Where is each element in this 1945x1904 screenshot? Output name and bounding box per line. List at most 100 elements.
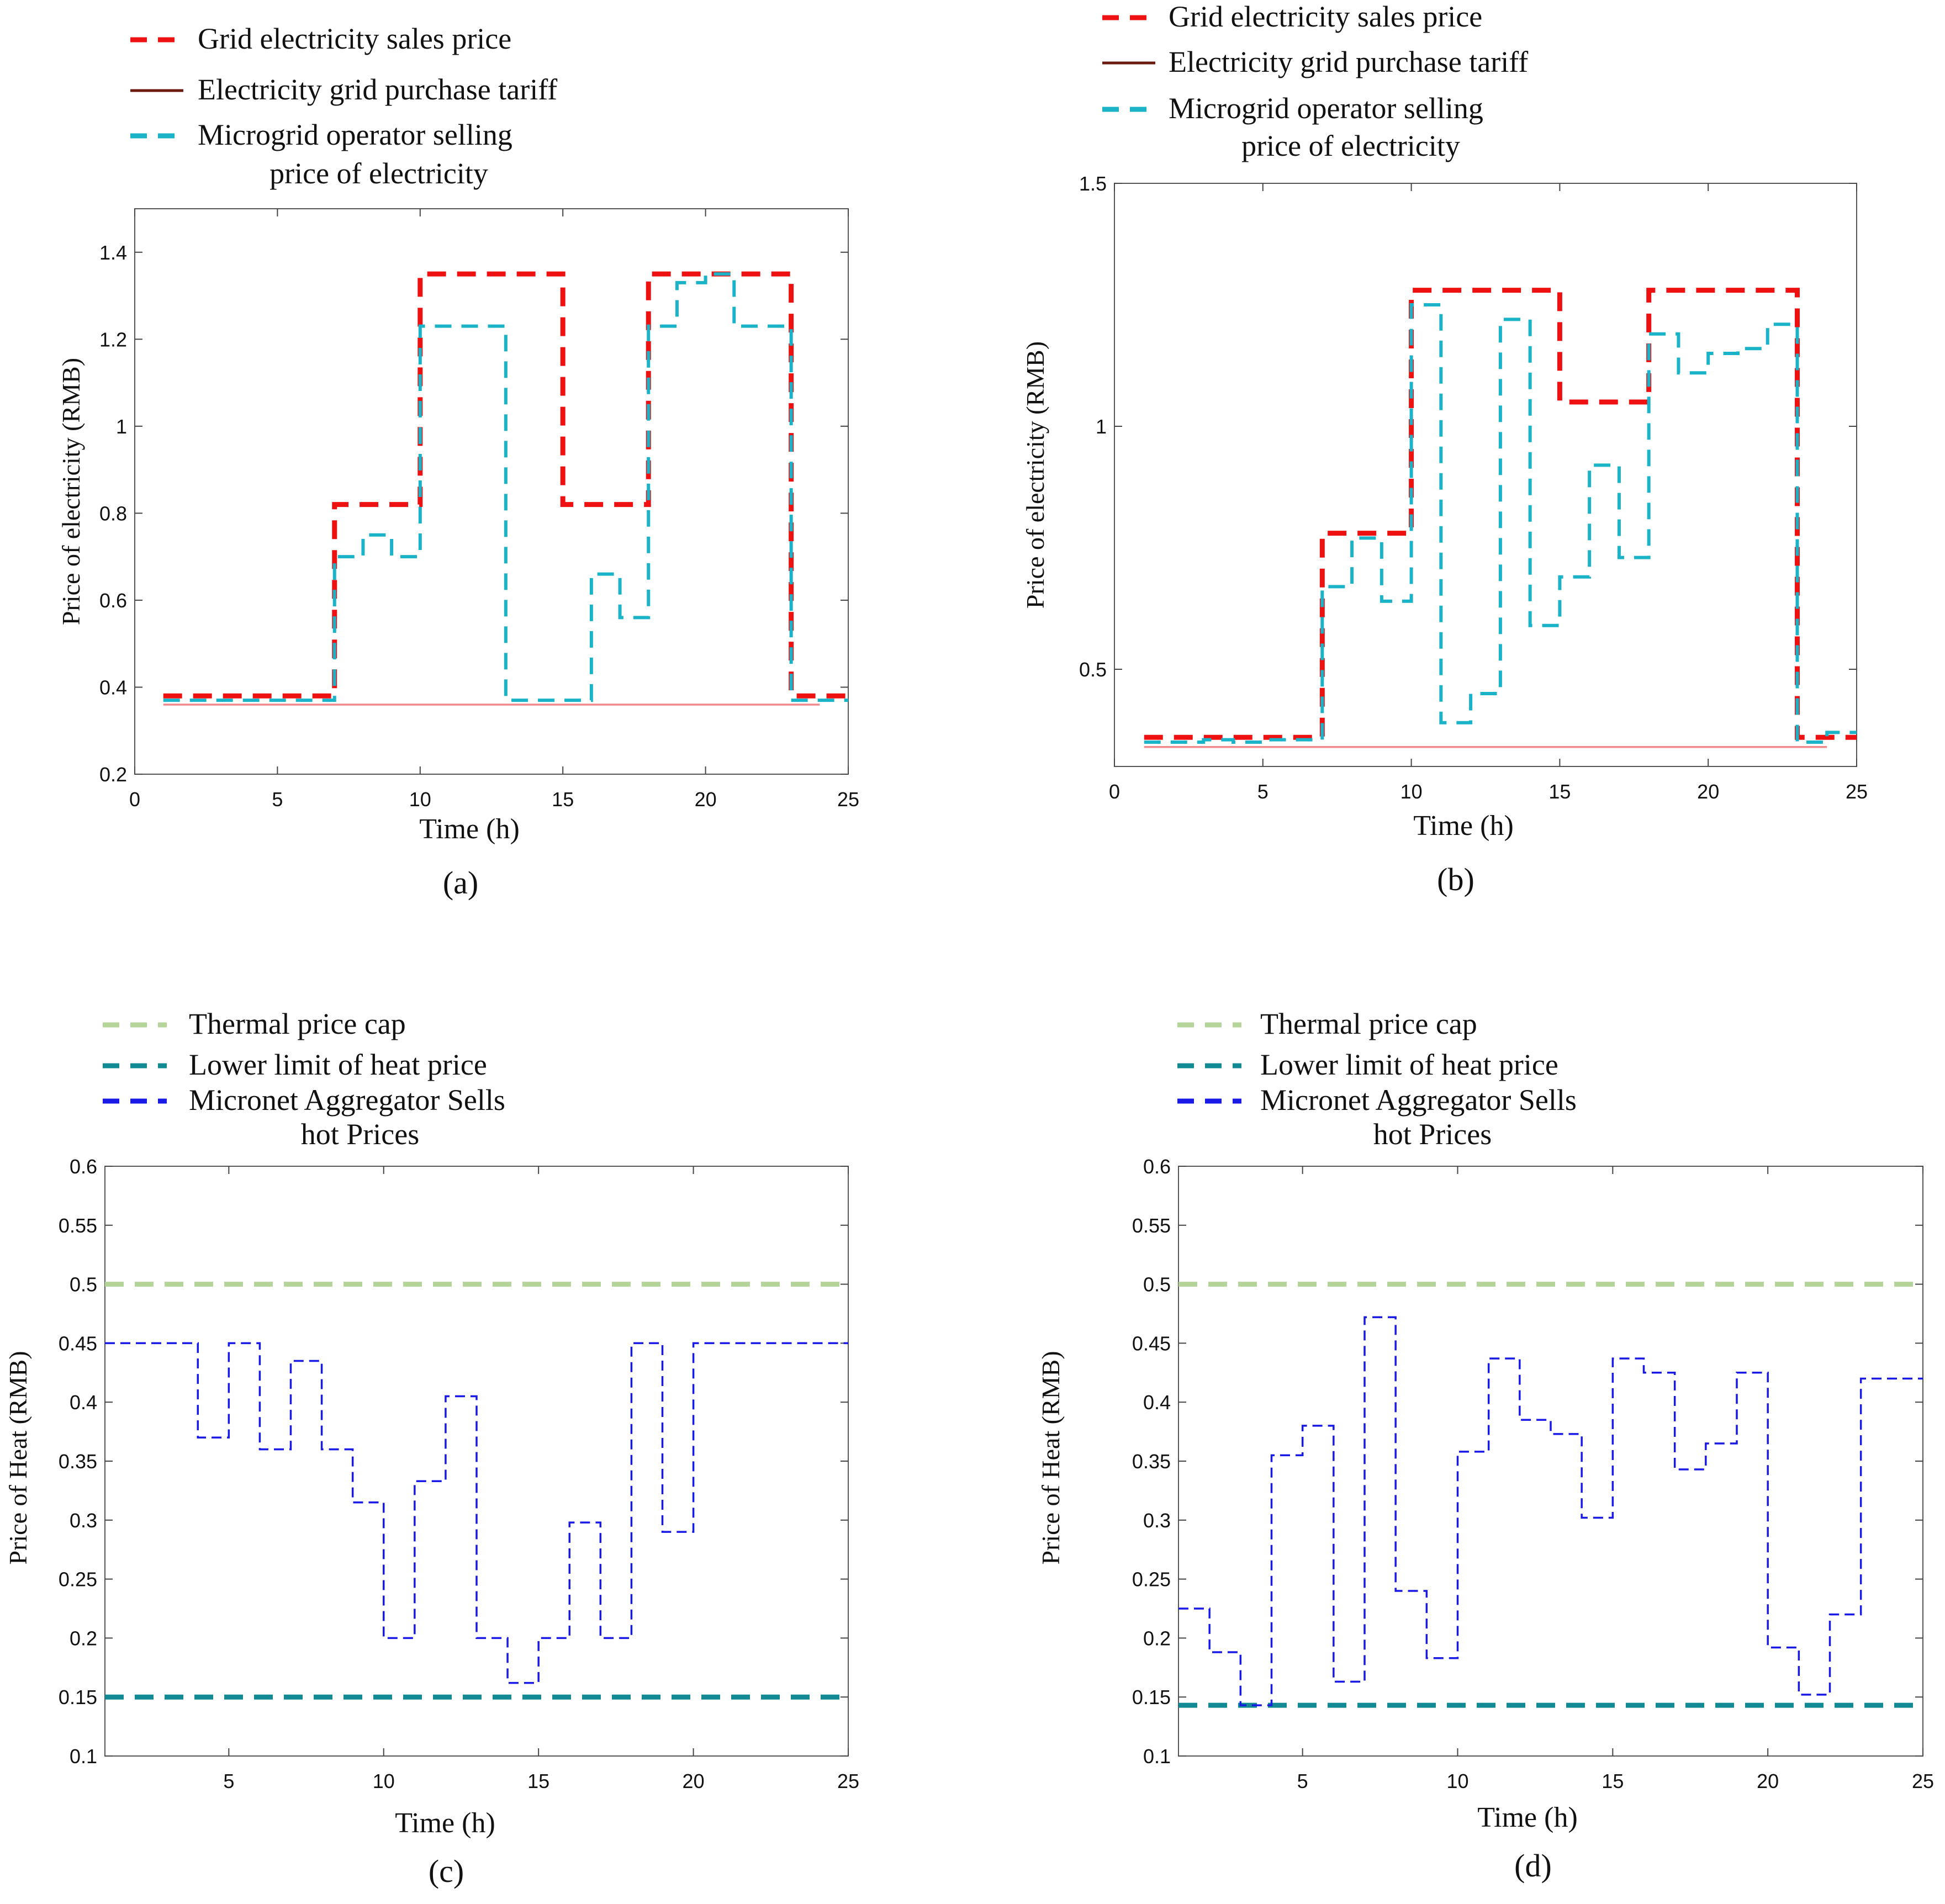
series-group (163, 271, 848, 706)
y-tick-label: 0.2 (99, 763, 127, 786)
y-tick-label: 0.45 (59, 1332, 97, 1355)
chart-panel-3: 5 10 15 20 25 0.1 0.15 0.2 0.25 0.3 0.35 0.4 0.45 0.5… (4, 1007, 859, 1889)
y-tick-label: 0.5 (1079, 658, 1107, 681)
legend-label-1: Grid electricity sales price (198, 22, 511, 55)
x-tick-label: 5 (223, 1770, 234, 1792)
x-tick-label: 0 (129, 788, 140, 811)
y-tick-label: 1.4 (99, 241, 127, 264)
y-tick-label: 0.1 (1143, 1745, 1171, 1768)
y-tick-label: 0.45 (1132, 1332, 1171, 1355)
y-tick-label: 0.2 (70, 1627, 97, 1649)
series-line-1 (163, 271, 848, 699)
x-tick-label: 15 (1602, 1770, 1624, 1792)
legend-label-3: Microgrid operator selling (1169, 92, 1483, 125)
panel-label: (b) (1437, 861, 1474, 897)
y-axis-label: Price of electricity (RMB) (1021, 341, 1049, 609)
y-tick-label: 0.8 (99, 502, 127, 525)
panel-label: (a) (443, 865, 478, 901)
y-tick-label: 0.15 (59, 1686, 97, 1709)
y-tick-label: 0.4 (1143, 1391, 1171, 1414)
y-tick-label: 0.4 (99, 676, 127, 699)
x-tick-label: 15 (552, 788, 574, 811)
x-tick-label: 20 (1757, 1770, 1779, 1792)
series-line-3 (163, 272, 848, 702)
y-tick-label: 0.2 (1143, 1627, 1171, 1649)
legend-label-3: Microgrid operator selling (198, 118, 512, 151)
x-tick-label: 25 (1912, 1770, 1934, 1792)
legend-label-2: Electricity grid purchase tariff (1169, 45, 1528, 78)
legend-label-2: Electricity grid purchase tariff (198, 73, 557, 106)
y-tick-label: 0.3 (1143, 1509, 1171, 1532)
series-line-1 (1144, 288, 1857, 740)
y-axis-label: Price of electricity (RMB) (57, 358, 85, 625)
series-line-3 (105, 1342, 848, 1684)
y-tick-label: 0.15 (1132, 1686, 1171, 1709)
x-tick-label: 5 (272, 788, 283, 811)
legend: Thermal price cap Lower limit of heat pri… (1177, 1007, 1577, 1151)
y-tick-label: 1 (116, 415, 127, 438)
legend-label-3: Micronet Aggregator Sells (1260, 1083, 1577, 1117)
plot-area (1178, 1166, 1923, 1757)
series-line-3 (1144, 303, 1857, 744)
panel-label: (c) (429, 1853, 464, 1889)
y-tick-label: 0.25 (59, 1568, 97, 1591)
y-tick-label: 1 (1096, 415, 1107, 438)
x-tick-label: 10 (373, 1770, 395, 1792)
y-tick-label: 1.2 (99, 328, 127, 351)
x-axis-label: Time (h) (395, 1807, 495, 1839)
chart-panel-4: 5 10 15 20 25 0.1 0.15 0.2 0.25 0.3 0.35 0.4 0.45 0.5… (1037, 1007, 1934, 1884)
x-tick-label: 15 (1548, 780, 1571, 803)
x-tick-label: 5 (1257, 780, 1269, 803)
legend-label-3: Micronet Aggregator Sells (189, 1083, 505, 1117)
y-tick-label: 0.35 (1132, 1450, 1171, 1473)
legend-label-1: Thermal price cap (189, 1007, 406, 1040)
legend-label-2: Lower limit of heat price (189, 1048, 487, 1081)
x-tick-label: 10 (1446, 1770, 1468, 1792)
legend-label-2: Lower limit of heat price (1260, 1048, 1558, 1081)
series-group (105, 1282, 848, 1700)
y-tick-label: 0.6 (70, 1155, 97, 1178)
chart-panel-1: 0 5 10 15 20 25 0.2 0.4 0.6 0.8 1 1.2 1.4 Grid electr… (57, 22, 859, 901)
x-tick-label: 20 (695, 788, 717, 811)
legend: Grid electricity sales price Electricity … (1102, 0, 1528, 162)
chart-panel-2: 0 5 10 15 20 25 0.5 1 1.5 Grid electricity sales … (1021, 0, 1868, 897)
x-tick-label: 25 (837, 1770, 859, 1792)
x-tick-label: 25 (1846, 780, 1868, 803)
y-tick-label: 0.25 (1132, 1568, 1171, 1591)
x-tick-label: 0 (1109, 780, 1120, 803)
y-tick-label: 0.55 (1132, 1214, 1171, 1237)
x-axis-label: Time (h) (1413, 810, 1514, 842)
x-tick-label: 15 (527, 1770, 549, 1792)
panel-label: (d) (1514, 1848, 1552, 1884)
legend: Thermal price cap Lower limit of heat pri… (103, 1007, 505, 1151)
x-tick-label: 20 (1697, 780, 1719, 803)
plot-area (134, 208, 849, 775)
plot-area (1114, 183, 1857, 767)
x-tick-label: 10 (1400, 780, 1423, 803)
x-axis-label: Time (h) (419, 813, 520, 845)
y-tick-label: 0.55 (59, 1214, 97, 1237)
legend-label-1: Thermal price cap (1260, 1007, 1477, 1040)
y-tick-label: 0.4 (70, 1391, 97, 1414)
y-tick-label: 0.5 (70, 1273, 97, 1296)
y-tick-label: 0.3 (70, 1509, 97, 1532)
y-tick-label: 0.6 (1143, 1155, 1171, 1178)
x-tick-label: 5 (1297, 1770, 1308, 1792)
y-tick-label: 0.5 (1143, 1273, 1171, 1296)
y-axis-label: Price of Heat (RMB) (1037, 1351, 1065, 1564)
legend-label-continuation: hot Prices (1373, 1118, 1492, 1151)
legend-label-continuation: price of electricity (269, 157, 488, 190)
x-tick-label: 20 (683, 1770, 705, 1792)
y-tick-label: 0.6 (99, 589, 127, 612)
y-tick-label: 1.5 (1079, 172, 1107, 195)
y-tick-label: 0.1 (70, 1745, 97, 1768)
y-tick-label: 0.35 (59, 1450, 97, 1473)
y-axis-label: Price of Heat (RMB) (4, 1351, 32, 1564)
legend-label-1: Grid electricity sales price (1169, 0, 1482, 33)
legend-label-continuation: hot Prices (301, 1118, 419, 1151)
x-tick-label: 25 (837, 788, 859, 811)
series-line-3 (1178, 1316, 1923, 1706)
x-axis-label: Time (h) (1477, 1802, 1578, 1833)
legend: Grid electricity sales price Electricity … (130, 22, 557, 190)
